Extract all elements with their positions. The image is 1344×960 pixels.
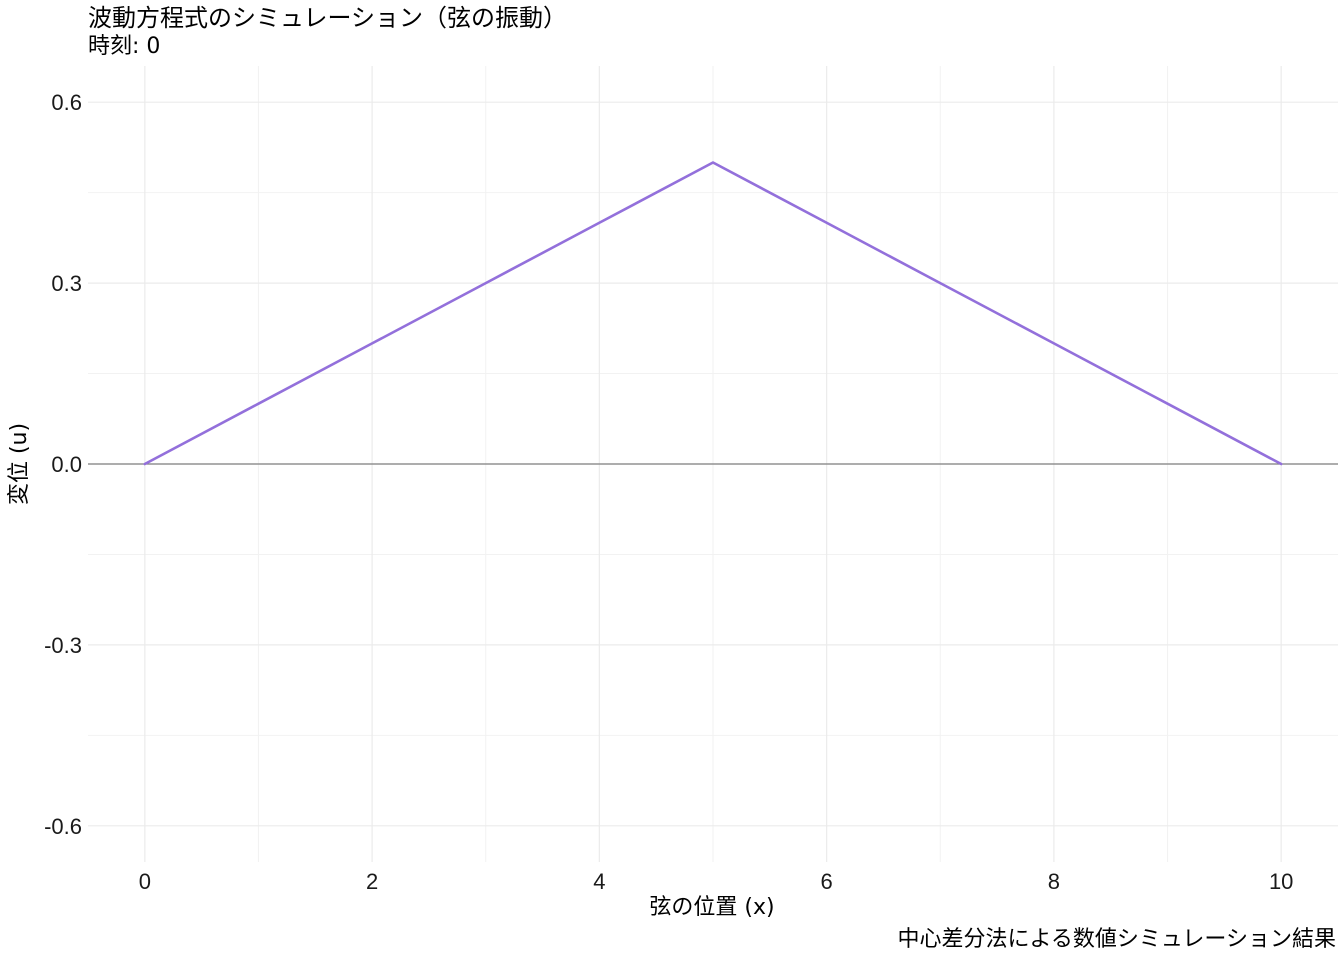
y-tick-label: 0.0 <box>51 452 82 477</box>
x-axis-label: 弦の位置 (x) <box>649 895 775 920</box>
minor-grid <box>88 66 1338 862</box>
chart-subtitle: 時刻: 0 <box>88 34 161 59</box>
series-layer <box>143 161 1283 466</box>
y-tick-label: 0.6 <box>51 90 82 115</box>
x-tick-label: 0 <box>139 869 151 894</box>
x-axis-ticks: 0 2 4 6 8 10 <box>139 869 1294 894</box>
y-tick-label: -0.3 <box>44 633 82 658</box>
x-tick-label: 2 <box>366 869 378 894</box>
y-tick-label: 0.3 <box>51 271 82 296</box>
y-axis-label: 変位 (u) <box>7 422 32 506</box>
chart-title: 波動方程式のシミュレーション（弦の振動） <box>88 4 568 32</box>
x-tick-label: 4 <box>593 869 605 894</box>
x-tick-label: 10 <box>1269 869 1293 894</box>
y-tick-label: -0.6 <box>44 814 82 839</box>
y-axis-ticks: 0.6 0.3 0.0 -0.3 -0.6 <box>44 90 82 839</box>
x-tick-label: 6 <box>821 869 833 894</box>
x-tick-label: 8 <box>1048 869 1060 894</box>
series-line <box>143 161 1283 466</box>
chart-caption: 中心差分法による数値シミュレーション結果 <box>897 927 1336 952</box>
